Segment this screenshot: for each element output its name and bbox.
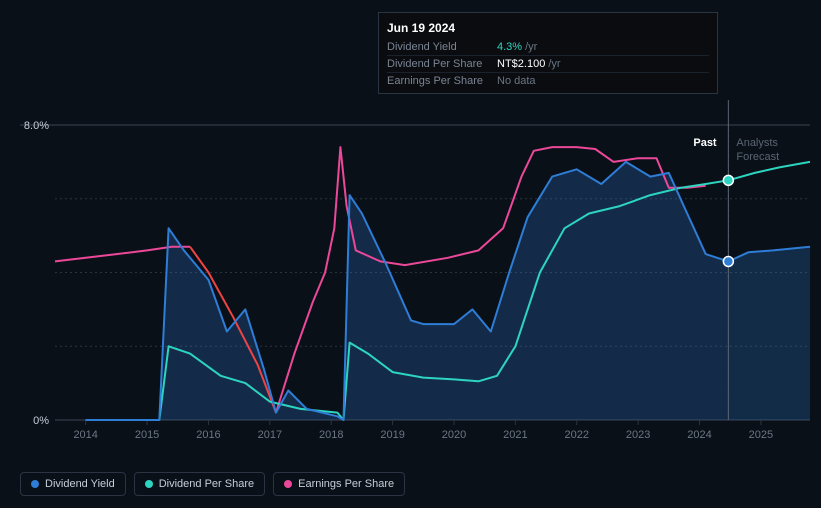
legend-item-earnings-per-share[interactable]: Earnings Per Share	[273, 472, 405, 496]
legend: Dividend Yield Dividend Per Share Earnings…	[20, 472, 405, 496]
chart-plot-area[interactable]: 8.0% 0% 2014 2015 2016 2017 2018 2019 2020 2021 20…	[20, 100, 810, 460]
tooltip-unit: /yr	[525, 41, 537, 53]
legend-item-dividend-yield[interactable]: Dividend Yield	[20, 472, 126, 496]
tooltip-label: Earnings Per Share	[387, 75, 497, 87]
svg-text:2015: 2015	[135, 429, 159, 441]
svg-text:8.0%: 8.0%	[24, 120, 49, 132]
legend-item-dividend-per-share[interactable]: Dividend Per Share	[134, 472, 265, 496]
forecast-label: Analysts Forecast	[736, 135, 810, 163]
tooltip-row: Earnings Per ShareNo data	[387, 72, 709, 89]
svg-text:2022: 2022	[565, 429, 589, 441]
svg-text:2024: 2024	[687, 429, 711, 441]
tooltip-value: 4.3%	[497, 41, 522, 53]
legend-dot-icon	[145, 480, 153, 488]
hover-tooltip: Jun 19 2024 Dividend Yield4.3%/yrDividen…	[378, 12, 718, 94]
legend-dot-icon	[31, 480, 39, 488]
svg-text:2019: 2019	[380, 429, 404, 441]
tooltip-value: NT$2.100	[497, 58, 545, 70]
svg-text:0%: 0%	[33, 415, 49, 427]
tooltip-row: Dividend Per ShareNT$2.100/yr	[387, 55, 709, 72]
tooltip-label: Dividend Per Share	[387, 58, 497, 70]
legend-item-label: Earnings Per Share	[298, 478, 394, 490]
svg-text:2017: 2017	[258, 429, 282, 441]
legend-item-label: Dividend Per Share	[159, 478, 254, 490]
svg-text:2021: 2021	[503, 429, 527, 441]
past-label: Past	[693, 135, 716, 149]
svg-text:2020: 2020	[442, 429, 466, 441]
legend-dot-icon	[284, 480, 292, 488]
tooltip-nodata: No data	[497, 75, 536, 87]
svg-text:2023: 2023	[626, 429, 650, 441]
legend-item-label: Dividend Yield	[45, 478, 115, 490]
chart-container: Jun 19 2024 Dividend Yield4.3%/yrDividen…	[0, 0, 821, 508]
svg-text:2014: 2014	[73, 429, 97, 441]
svg-text:2016: 2016	[196, 429, 220, 441]
tooltip-row: Dividend Yield4.3%/yr	[387, 39, 709, 55]
tooltip-label: Dividend Yield	[387, 41, 497, 53]
tooltip-date: Jun 19 2024	[387, 19, 455, 37]
svg-text:2018: 2018	[319, 429, 343, 441]
svg-text:2025: 2025	[749, 429, 773, 441]
tooltip-unit: /yr	[548, 58, 560, 70]
